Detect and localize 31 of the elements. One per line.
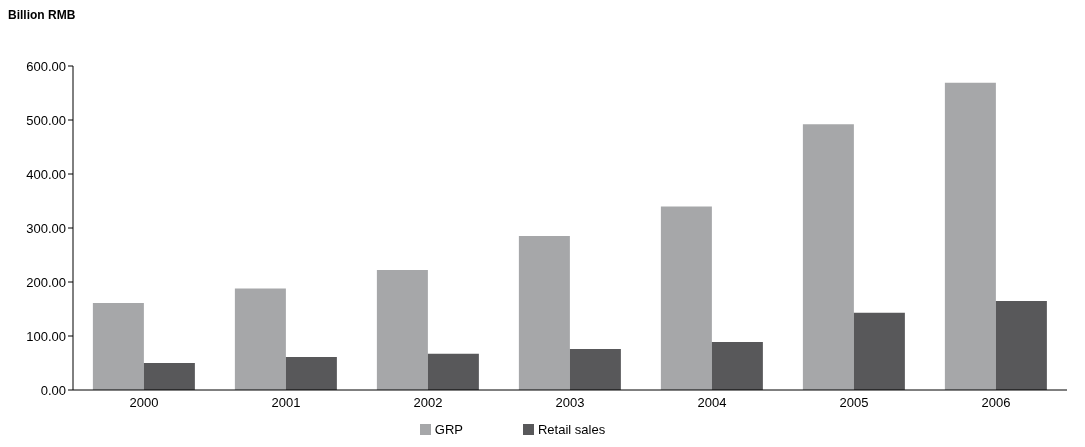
bar xyxy=(92,303,144,390)
y-tick-label: 600.00 xyxy=(26,58,66,74)
y-tick-label: 500.00 xyxy=(26,112,66,128)
y-tick-label: 0.00 xyxy=(40,382,66,398)
y-tick-label: 300.00 xyxy=(26,220,66,236)
bar xyxy=(234,288,286,390)
bar xyxy=(995,300,1047,390)
bar xyxy=(285,357,337,390)
x-tick-label: 2005 xyxy=(839,395,869,411)
x-tick-label: 2003 xyxy=(555,395,585,411)
x-tick-label: 2001 xyxy=(271,395,301,411)
y-tick-label: 400.00 xyxy=(26,166,66,182)
y-tick-label: 200.00 xyxy=(26,274,66,290)
x-tick-label: 2004 xyxy=(697,395,727,411)
bar xyxy=(569,348,621,390)
y-tick-label: 100.00 xyxy=(26,328,66,344)
bar xyxy=(376,270,428,390)
bar xyxy=(518,236,570,390)
bar xyxy=(427,353,479,390)
bar xyxy=(944,82,996,390)
legend-label: Retail sales xyxy=(537,422,606,437)
x-tick-label: 2006 xyxy=(981,395,1011,411)
bar xyxy=(853,312,905,390)
bar xyxy=(143,363,195,390)
bar xyxy=(802,124,854,390)
x-tick-label: 2000 xyxy=(129,395,159,411)
x-tick-label: 2002 xyxy=(413,395,443,411)
legend-label: GRP xyxy=(434,422,463,437)
bar xyxy=(711,341,763,390)
bar xyxy=(660,206,712,390)
y-axis-title: Billion RMB xyxy=(8,8,77,24)
